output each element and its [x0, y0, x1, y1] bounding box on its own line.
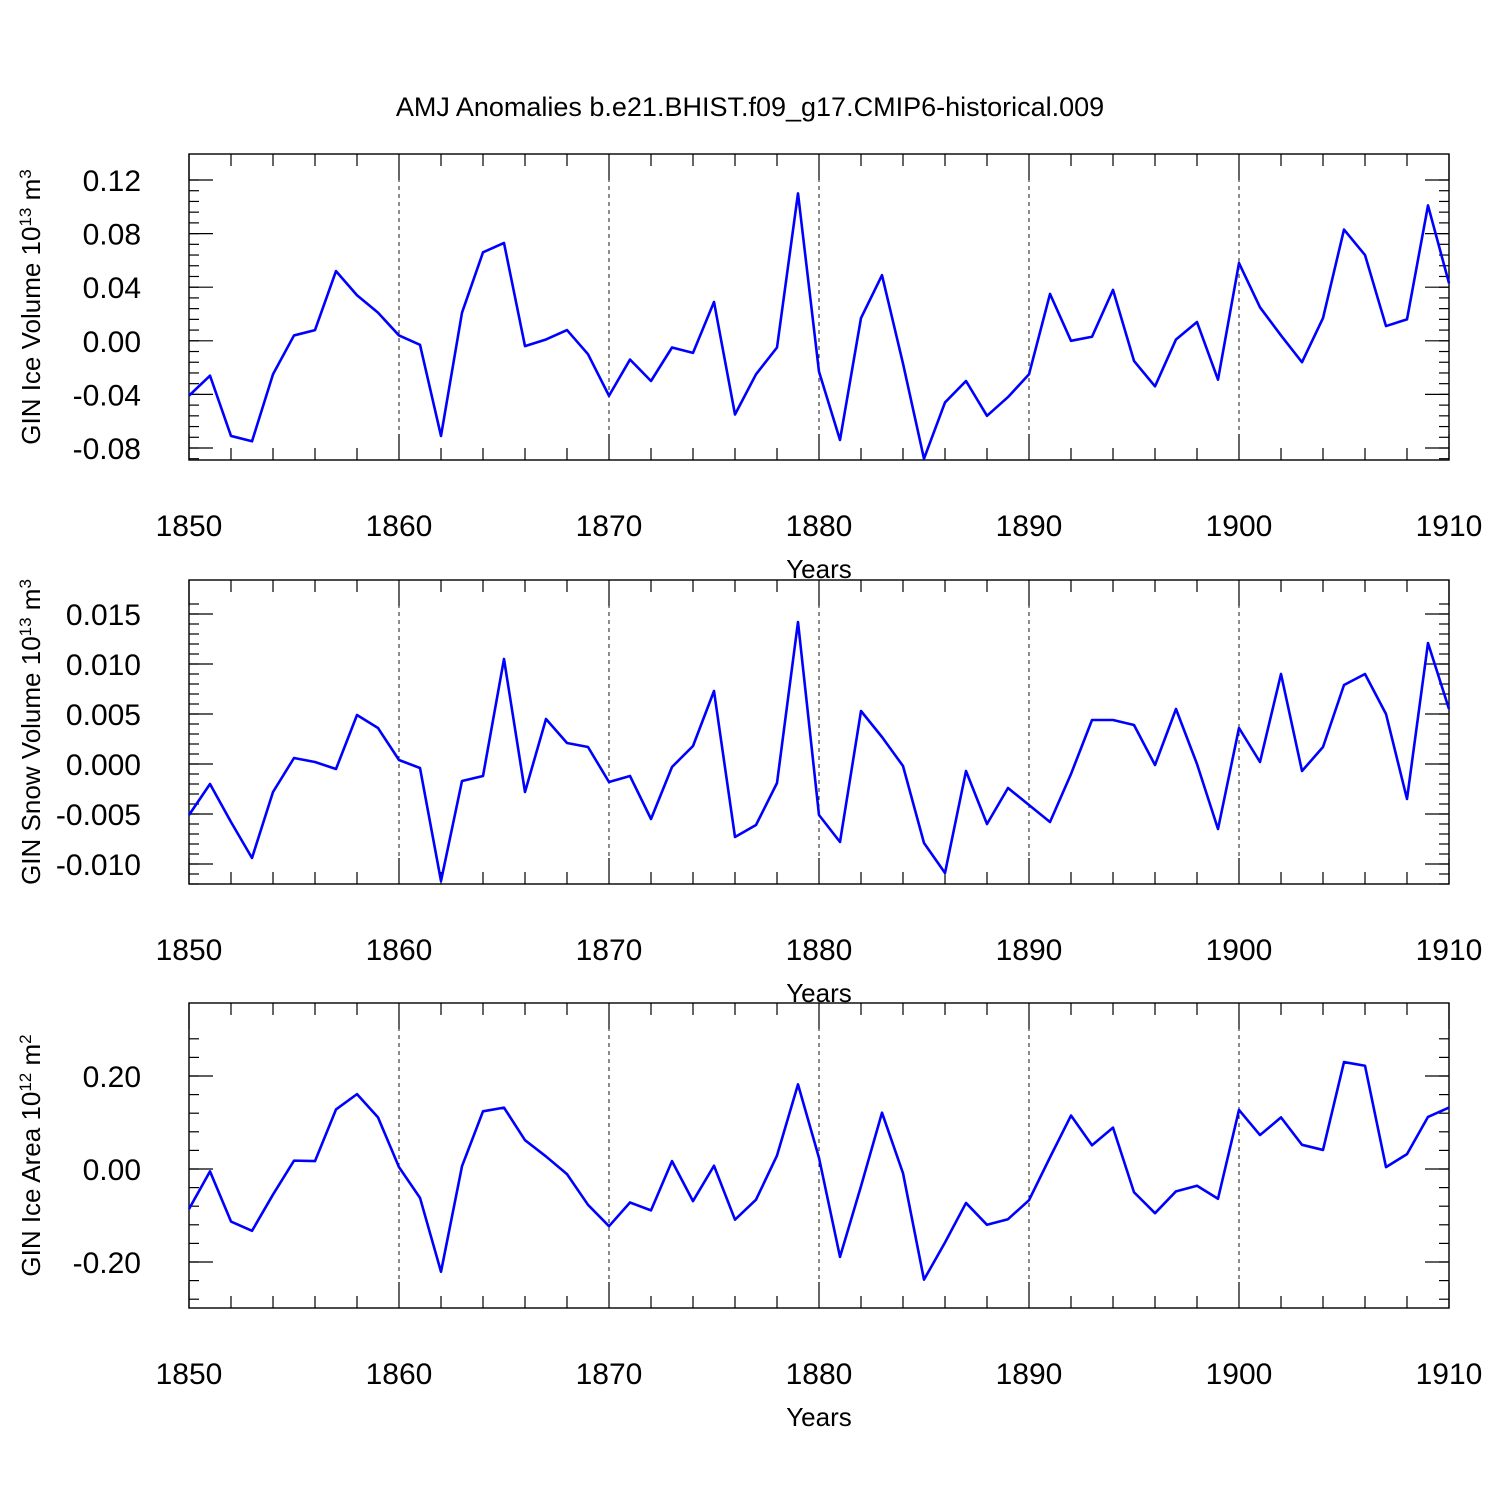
- series-line: [188, 192, 1451, 461]
- y-tick-label: 0.015: [66, 599, 141, 632]
- x-tick-label: 1850: [156, 1358, 223, 1391]
- x-tick-label: 1870: [576, 510, 643, 543]
- y-tick-label: 0.005: [66, 699, 141, 732]
- x-tick-label: 1870: [576, 934, 643, 967]
- x-tick-label: 1890: [996, 1358, 1063, 1391]
- x-tick-label: 1860: [366, 934, 433, 967]
- y-tick-label: 0.00: [83, 326, 141, 359]
- y-tick-label: -0.20: [73, 1247, 141, 1280]
- y-tick-label: 0.010: [66, 649, 141, 682]
- y-tick-label: 0.08: [83, 219, 141, 252]
- x-tick-label: 1860: [366, 510, 433, 543]
- x-tick-label: 1910: [1416, 510, 1483, 543]
- x-tick-label: 1890: [996, 934, 1063, 967]
- series-line: [187, 1060, 1450, 1281]
- x-tick-label: 1900: [1206, 1358, 1273, 1391]
- x-tick-label: 1860: [366, 1358, 433, 1391]
- y-tick-label: 0.20: [83, 1061, 141, 1094]
- x-axis-label: Years: [786, 554, 852, 584]
- y-axis-label: GIN Snow Volume 1013 m3: [16, 579, 47, 885]
- x-tick-label: 1910: [1416, 1358, 1483, 1391]
- x-tick-label: 1880: [786, 510, 853, 543]
- y-tick-label: -0.010: [56, 849, 141, 882]
- x-tick-label: 1850: [156, 510, 223, 543]
- y-tick-label: 0.12: [83, 165, 141, 198]
- chart-title: AMJ Anomalies b.e21.BHIST.f09_g17.CMIP6-…: [396, 92, 1104, 122]
- y-tick-label: -0.08: [73, 433, 141, 466]
- x-tick-label: 1850: [156, 934, 223, 967]
- x-tick-label: 1870: [576, 1358, 643, 1391]
- y-tick-label: 0.00: [83, 1154, 141, 1187]
- y-tick-label: 0.04: [83, 272, 141, 305]
- y-axis-label: GIN Ice Area 1012 m2: [16, 1034, 47, 1276]
- x-tick-label: 1880: [786, 1358, 853, 1391]
- series-line: [187, 620, 1451, 883]
- y-axis-label: GIN Ice Volume 1013 m3: [16, 169, 47, 445]
- y-tick-label: 0.000: [66, 749, 141, 782]
- x-tick-label: 1900: [1206, 934, 1273, 967]
- x-tick-label: 1910: [1416, 934, 1483, 967]
- y-tick-label: -0.04: [73, 379, 141, 412]
- x-tick-label: 1880: [786, 934, 853, 967]
- x-axis-label: Years: [786, 1402, 852, 1432]
- x-tick-label: 1900: [1206, 510, 1273, 543]
- x-tick-label: 1890: [996, 510, 1063, 543]
- y-tick-label: -0.005: [56, 799, 141, 832]
